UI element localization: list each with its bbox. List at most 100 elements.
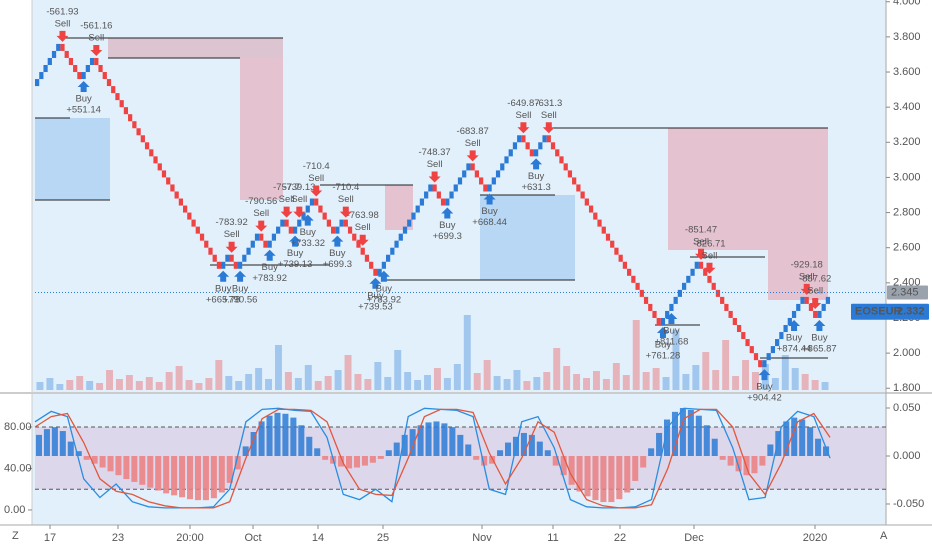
renko-brick xyxy=(821,303,826,311)
renko-brick xyxy=(73,65,78,73)
renko-brick xyxy=(572,177,577,185)
renko-brick xyxy=(364,254,370,262)
histogram-bar xyxy=(385,450,392,456)
volume-bar xyxy=(523,381,531,390)
signal-kind: Sell xyxy=(55,18,71,29)
buy-arrow xyxy=(77,81,90,93)
signal-pnl: -851.47 xyxy=(685,224,717,235)
x-tick-label: Dec xyxy=(684,532,704,544)
renko-brick xyxy=(495,170,501,178)
signal-kind: Sell xyxy=(807,285,823,296)
signal-pnl: -929.18 xyxy=(791,259,823,270)
renko-brick xyxy=(546,135,551,143)
histogram-bar xyxy=(194,455,201,501)
signal-pnl: +551.14 xyxy=(66,105,101,116)
signal-pnl: -790.56 xyxy=(245,196,277,207)
renko-brick xyxy=(360,247,365,255)
renko-brick xyxy=(462,170,467,178)
volume-bar xyxy=(165,372,173,390)
histogram-bar xyxy=(560,455,567,476)
volume-bar xyxy=(36,382,44,390)
renko-brick xyxy=(297,219,302,227)
renko-brick xyxy=(580,191,585,199)
histogram-bar xyxy=(290,417,297,456)
histogram-bar xyxy=(171,455,178,496)
signal-pnl: +811.68 xyxy=(654,336,688,347)
volume-bar xyxy=(324,376,332,390)
volume-bar xyxy=(46,378,54,390)
histogram-bar xyxy=(624,455,631,493)
histogram-bar xyxy=(552,455,559,466)
renko-brick xyxy=(614,247,619,255)
trade-zone xyxy=(668,128,828,250)
signal-kind: Buy xyxy=(655,340,672,351)
renko-brick xyxy=(770,346,776,354)
signal-pnl: +865.87 xyxy=(802,343,837,354)
signal-kind: Sell xyxy=(355,222,371,233)
histogram-bar xyxy=(369,455,376,463)
buy-arrow xyxy=(656,327,669,338)
renko-brick xyxy=(424,191,429,199)
volume-bar xyxy=(394,350,402,390)
histogram-bar xyxy=(59,431,66,456)
volume-bar xyxy=(185,380,193,390)
volume-bar xyxy=(801,374,809,390)
signal-pnl: +874.44 xyxy=(777,343,812,354)
renko-brick xyxy=(292,226,298,234)
volume-bar xyxy=(215,360,223,390)
histogram-bar xyxy=(608,455,615,503)
sell-arrow xyxy=(800,283,813,295)
renko-brick xyxy=(432,184,437,192)
renko-brick xyxy=(673,296,678,304)
renko-brick xyxy=(787,317,792,325)
renko-brick xyxy=(102,72,107,80)
histogram-bar xyxy=(282,413,289,456)
renko-brick xyxy=(720,296,725,304)
histogram-bar xyxy=(449,427,456,456)
y-tick-label: 40.00 xyxy=(4,462,32,474)
renko-brick xyxy=(347,226,353,234)
histogram-bar xyxy=(43,429,50,456)
signal-pnl: +668.44 xyxy=(472,217,507,228)
renko-brick xyxy=(115,93,120,101)
sell-arrow xyxy=(255,220,268,232)
histogram-bar xyxy=(664,419,671,456)
renko-brick xyxy=(521,135,526,143)
renko-brick xyxy=(208,247,213,255)
histogram-bar xyxy=(711,438,718,456)
histogram-bar xyxy=(393,442,400,456)
signal-kind: Sell xyxy=(515,110,531,121)
renko-brick xyxy=(407,219,412,227)
renko-brick xyxy=(563,163,568,171)
sell-arrow xyxy=(428,171,441,183)
renko-brick xyxy=(377,268,382,276)
renko-brick xyxy=(808,303,814,311)
volume-bar xyxy=(513,370,521,390)
volume-bar xyxy=(592,371,600,390)
histogram-bar xyxy=(433,421,440,456)
signal-pnl: +665.78 xyxy=(206,294,241,305)
renko-brick xyxy=(119,100,124,108)
renko-brick xyxy=(745,339,750,347)
buy-arrow xyxy=(369,277,382,289)
renko-brick xyxy=(280,219,285,227)
y-tick-label: 2.000 xyxy=(893,347,921,359)
histogram-bar xyxy=(648,448,655,456)
renko-brick xyxy=(394,240,399,248)
volume-bar xyxy=(573,374,581,390)
signal-pnl: -757.7 xyxy=(273,182,300,193)
y-tick-label: 4.000 xyxy=(893,0,921,8)
y2-tick-label: 0.000 xyxy=(893,450,921,462)
renko-brick xyxy=(77,72,82,80)
signal-pnl: -783.92 xyxy=(216,217,248,228)
sell-arrow xyxy=(356,234,369,246)
trade-zone xyxy=(240,58,283,200)
buy-arrow xyxy=(483,193,496,205)
buy-arrow xyxy=(217,270,230,282)
renko-brick xyxy=(779,332,784,340)
signal-pnl: +761.28 xyxy=(646,351,681,362)
volume-bar xyxy=(334,370,342,390)
signal-pnl: -763.98 xyxy=(347,210,379,221)
volume-bar xyxy=(602,379,610,390)
histogram-bar xyxy=(679,408,686,456)
